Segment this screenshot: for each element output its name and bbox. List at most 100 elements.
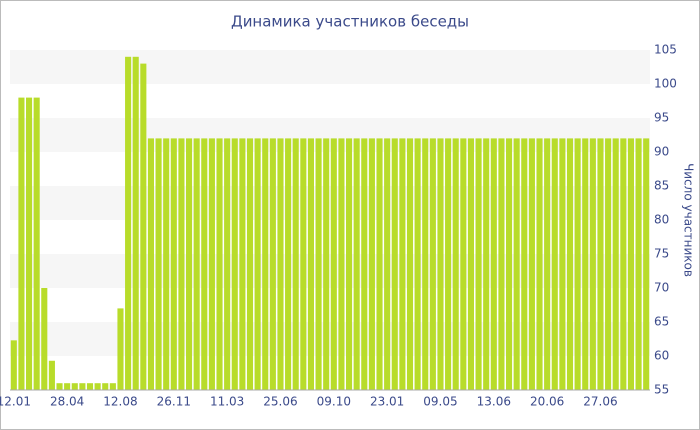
bar	[186, 138, 193, 390]
bar	[292, 138, 299, 390]
bar	[391, 138, 398, 390]
y-tick-label: 75	[654, 247, 669, 261]
bar	[269, 138, 276, 390]
bar	[10, 340, 17, 390]
bar	[498, 138, 505, 390]
bar	[86, 383, 94, 390]
y-axis-label: Число участников	[682, 163, 696, 277]
bar	[277, 138, 284, 390]
bar	[285, 138, 292, 390]
bar	[353, 138, 360, 390]
bar	[467, 138, 474, 390]
bar	[506, 138, 513, 390]
bar	[528, 138, 535, 390]
bar	[490, 138, 497, 390]
bar	[513, 138, 520, 390]
bar	[208, 138, 215, 390]
bar	[262, 138, 269, 390]
bar	[612, 138, 619, 390]
bar	[239, 138, 246, 390]
bar	[346, 138, 353, 390]
bar	[56, 383, 63, 390]
y-tick-label: 60	[654, 349, 669, 363]
x-tick-label: 23.01	[370, 395, 404, 409]
bar	[41, 288, 48, 390]
bar	[452, 138, 459, 390]
bar	[422, 138, 429, 390]
bar	[71, 383, 78, 390]
bar	[26, 97, 33, 390]
grid-band	[10, 186, 650, 220]
y-tick-label: 65	[654, 315, 669, 329]
grid-band	[10, 50, 650, 84]
x-tick-label: 20.06	[530, 395, 564, 409]
bar	[376, 138, 383, 390]
y-tick-label: 100	[654, 77, 677, 91]
bar	[246, 138, 254, 390]
bar	[330, 138, 337, 390]
bar	[437, 138, 444, 390]
y-tick-label: 55	[654, 383, 669, 397]
bar	[48, 360, 55, 390]
bar	[147, 138, 154, 390]
x-tick-label: 27.06	[583, 395, 617, 409]
bar	[368, 138, 375, 390]
bar	[216, 138, 223, 390]
bar	[544, 138, 551, 390]
bar	[94, 383, 101, 390]
bar	[315, 138, 322, 390]
bar	[589, 138, 596, 390]
x-tick-label: 13.06	[477, 395, 511, 409]
bar	[566, 138, 574, 390]
x-tick-label: 09.05	[423, 395, 457, 409]
bar	[163, 138, 170, 390]
y-tick-label: 105	[654, 43, 677, 57]
bar	[429, 138, 436, 390]
x-tick-label: 12.01	[0, 395, 31, 409]
bar	[140, 63, 147, 390]
bar	[483, 138, 490, 390]
bar	[193, 138, 200, 390]
y-tick-label: 90	[654, 145, 669, 159]
bar	[384, 138, 391, 390]
bar	[582, 138, 589, 390]
x-tick-label: 28.04	[50, 395, 84, 409]
bar	[338, 138, 345, 390]
bar	[551, 138, 558, 390]
bar	[597, 138, 604, 390]
bar	[155, 138, 162, 390]
bar	[33, 97, 40, 390]
grid-band	[10, 322, 650, 356]
bar	[627, 138, 634, 390]
bar	[307, 138, 314, 390]
bar	[18, 97, 25, 390]
bar	[132, 56, 139, 391]
x-tick-label: 25.06	[263, 395, 297, 409]
bar	[475, 138, 482, 390]
grid-band	[10, 118, 650, 152]
bar	[643, 138, 650, 390]
bar	[635, 138, 642, 390]
bar	[102, 383, 109, 390]
bar	[323, 138, 330, 390]
bar	[399, 138, 406, 390]
bar	[406, 138, 414, 390]
x-tick-label: 09.10	[317, 395, 351, 409]
y-tick-label: 85	[654, 179, 669, 193]
bar	[117, 308, 124, 390]
bar	[109, 383, 116, 390]
bar	[574, 138, 581, 390]
bar	[460, 138, 467, 390]
x-tick-label: 26.11	[157, 395, 191, 409]
bar	[620, 138, 627, 390]
bar	[445, 138, 452, 390]
bar	[178, 138, 185, 390]
bar	[536, 138, 543, 390]
y-tick-label: 70	[654, 281, 669, 295]
bar	[224, 138, 231, 390]
bar	[559, 138, 566, 390]
bar	[605, 138, 612, 390]
x-tick-label: 11.03	[210, 395, 244, 409]
bar	[414, 138, 421, 390]
